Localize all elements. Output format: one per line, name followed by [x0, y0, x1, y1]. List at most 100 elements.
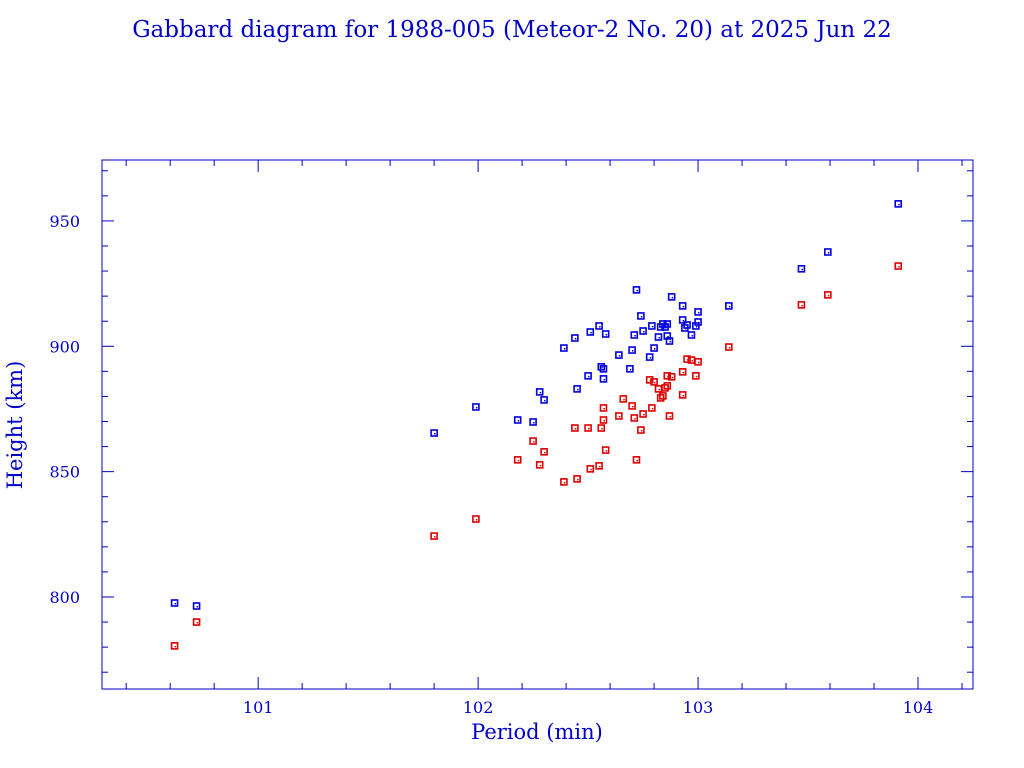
perigee-point	[665, 412, 674, 420]
apogee-point	[513, 416, 522, 424]
perigee-point	[628, 402, 636, 410]
apogee-point	[597, 363, 606, 371]
perigee-point	[659, 392, 667, 400]
perigee-point	[725, 343, 733, 351]
apogee-point	[663, 320, 672, 328]
y-tick-label: 900	[49, 337, 80, 356]
perigee-point	[170, 642, 179, 650]
apogee-point	[678, 316, 687, 324]
axis-ticks	[102, 160, 973, 689]
apogee-point	[599, 375, 608, 383]
y-tick-label: 950	[49, 212, 80, 231]
perigee-point	[540, 448, 548, 456]
y-tick-labels: 800 850 900 950	[49, 212, 80, 607]
apogee-point	[654, 333, 663, 341]
perigee-point	[678, 368, 687, 376]
y-tick-label: 850	[49, 463, 80, 482]
perigee-point	[637, 426, 645, 434]
apogee-point	[472, 403, 480, 411]
perigee-point	[639, 410, 647, 418]
perigee-point	[584, 424, 592, 432]
y-tick-label: 800	[49, 588, 80, 607]
apogee-point	[571, 334, 579, 342]
perigee-point	[648, 404, 656, 412]
apogee-point	[632, 286, 641, 294]
perigee-point	[560, 478, 568, 486]
perigee-point	[632, 456, 641, 464]
perigee-point	[654, 385, 663, 393]
apogee-point	[630, 331, 639, 339]
apogee-point	[637, 312, 645, 320]
perigee-point	[797, 301, 806, 309]
apogee-point	[595, 322, 603, 330]
perigee-point	[599, 416, 608, 424]
x-tick-label: 103	[683, 698, 714, 717]
perigee-point	[619, 395, 628, 403]
perigee-point	[694, 358, 702, 366]
perigee-point	[661, 384, 669, 392]
apogee-point	[683, 321, 691, 329]
perigee-point	[678, 391, 687, 399]
apogee-point	[692, 322, 700, 330]
perigee-point	[663, 382, 672, 390]
apogee-point	[650, 344, 658, 352]
apogee-point	[560, 344, 568, 352]
apogee-point	[797, 265, 806, 273]
perigee-point	[573, 475, 581, 483]
chart-title: Gabbard diagram for 1988-005 (Meteor-2 N…	[132, 17, 892, 43]
apogee-point	[540, 396, 548, 404]
perigee-point	[630, 414, 639, 422]
apogee-point	[665, 337, 674, 345]
apogee-point	[678, 302, 687, 310]
x-tick-label: 102	[463, 698, 494, 717]
apogee-point	[648, 322, 656, 330]
apogee-point	[599, 365, 608, 373]
perigee-point	[513, 456, 522, 464]
data-points	[170, 200, 903, 650]
apogee-point	[645, 353, 654, 361]
apogee-point	[615, 351, 623, 359]
apogee-point	[694, 318, 702, 326]
perigee-point	[586, 465, 595, 473]
plot-frame	[101, 159, 974, 690]
x-tick-label: 101	[243, 698, 274, 717]
perigee-point	[692, 372, 700, 380]
perigee-point	[667, 373, 676, 381]
apogee-point	[894, 200, 903, 208]
apogee-point	[584, 372, 592, 380]
y-axis-label: Height (km)	[3, 361, 27, 490]
apogee-point	[694, 308, 702, 316]
apogee-point	[430, 429, 438, 437]
apogee-point	[628, 346, 636, 354]
apogee-point	[725, 302, 733, 310]
apogee-point	[573, 385, 581, 393]
apogee-point	[586, 328, 595, 336]
apogee-point	[639, 327, 647, 335]
perigee-point	[430, 532, 438, 540]
x-axis-label: Period (min)	[471, 720, 603, 744]
perigee-point	[601, 446, 610, 454]
perigee-point	[656, 394, 665, 402]
apogee-point	[170, 599, 179, 607]
perigee-point	[615, 412, 623, 420]
perigee-point	[192, 618, 201, 626]
apogee-point	[663, 332, 672, 340]
perigee-point	[595, 462, 603, 470]
apogee-point	[529, 418, 537, 426]
apogee-point	[687, 331, 696, 339]
perigee-point	[597, 424, 606, 432]
perigee-point	[571, 424, 579, 432]
apogee-point	[626, 365, 634, 373]
x-tick-label: 104	[903, 698, 934, 717]
perigee-point	[472, 515, 480, 523]
apogee-point	[824, 248, 832, 256]
apogee-point	[601, 330, 610, 338]
apogee-point	[535, 388, 544, 396]
apogee-point	[192, 602, 201, 610]
perigee-point	[824, 291, 832, 299]
x-tick-labels: 101 102 103 104	[243, 698, 933, 717]
perigee-point	[529, 437, 537, 445]
perigee-point	[894, 262, 903, 270]
apogee-point	[667, 293, 676, 301]
